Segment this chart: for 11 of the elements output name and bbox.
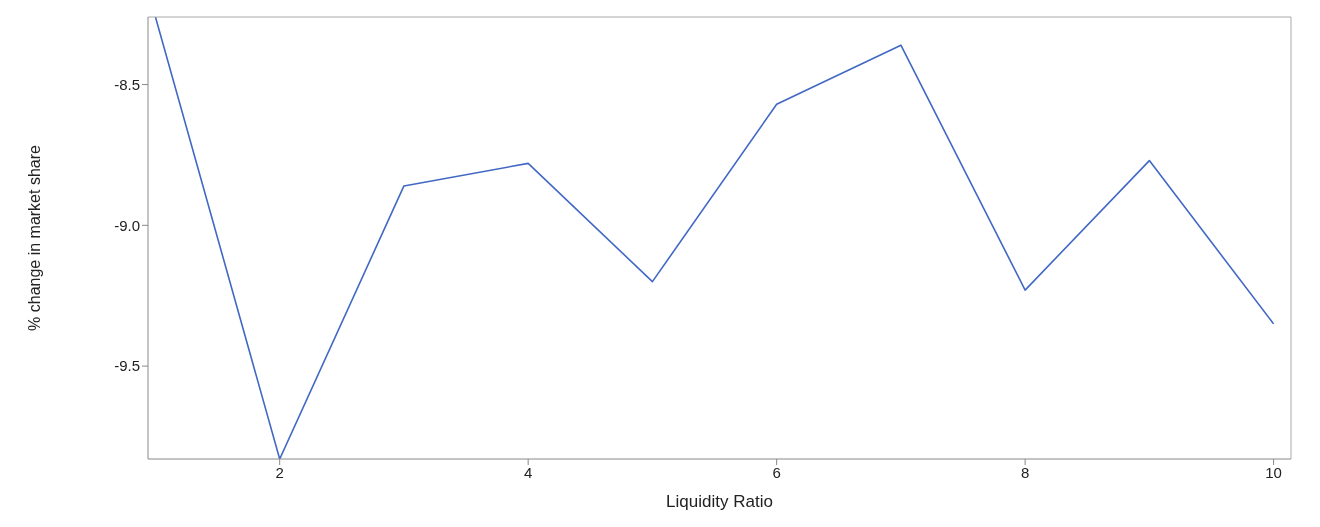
y-tick-label: -9.5 (114, 357, 140, 375)
x-axis-title: Liquidity Ratio (666, 492, 773, 511)
y-tick-label: -9.0 (114, 216, 140, 234)
x-tick-label: 4 (524, 463, 533, 481)
x-tick-label: 10 (1265, 463, 1282, 481)
y-axis-title: % change in market share (25, 144, 43, 331)
y-tick-label: -8.5 (114, 75, 140, 93)
line-series (154, 17, 1275, 459)
x-tick-label: 8 (1020, 463, 1030, 481)
x-tick-label: 2 (275, 463, 284, 481)
x-tick-label: 6 (772, 463, 781, 481)
